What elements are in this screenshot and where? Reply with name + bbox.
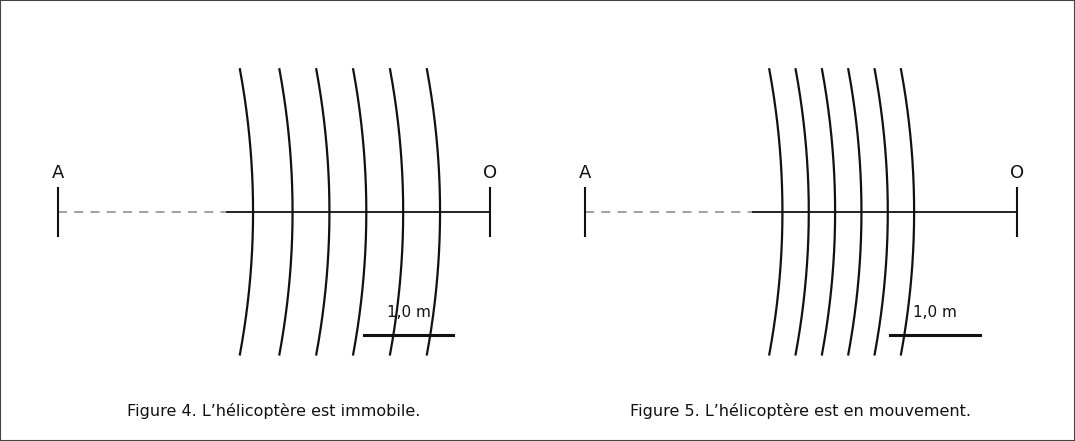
Text: O: O (483, 164, 497, 182)
Text: 1,0 m: 1,0 m (387, 305, 430, 320)
Text: A: A (52, 164, 64, 182)
Text: Figure 5. L’hélicoptère est en mouvement.: Figure 5. L’hélicoptère est en mouvement… (630, 404, 972, 419)
Text: Figure 4. L’hélicoptère est immobile.: Figure 4. L’hélicoptère est immobile. (128, 404, 420, 419)
Text: A: A (578, 164, 591, 182)
Text: O: O (1009, 164, 1023, 182)
Text: 1,0 m: 1,0 m (914, 305, 957, 320)
